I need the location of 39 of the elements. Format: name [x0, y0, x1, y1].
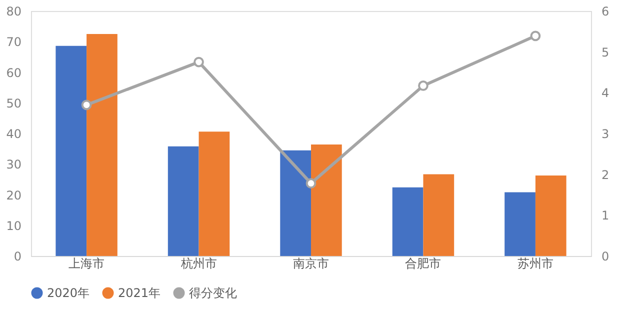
legend-label: 得分变化 [189, 286, 237, 300]
bar [535, 175, 566, 256]
y2-tick-label: 2 [602, 168, 610, 182]
y2-tick-label: 6 [602, 4, 610, 18]
point [81, 100, 92, 110]
y-tick-label: 0 [14, 250, 22, 264]
y-tick-label: 10 [6, 218, 22, 233]
y-tick-label: 20 [6, 188, 22, 202]
bar [423, 174, 454, 256]
y2-tick-label: 4 [602, 86, 610, 100]
legend-label: 2021年 [118, 286, 161, 300]
y-tick-label: 30 [6, 158, 22, 172]
legend-label: 2020年 [47, 286, 90, 300]
y-tick-label: 40 [6, 127, 22, 141]
y2-tick-label: 5 [602, 45, 610, 60]
x-tick-label: 合肥市 [405, 256, 442, 270]
point [194, 56, 204, 68]
y2-tick-label: 0 [602, 250, 610, 264]
y-tick-label: 50 [6, 96, 22, 110]
point [530, 30, 541, 42]
bar [504, 192, 536, 256]
x-tick-label: 上海市 [68, 256, 105, 270]
x-tick-label: 苏州市 [517, 256, 554, 270]
bar [86, 34, 118, 256]
x-tick-label: 南京市 [293, 256, 329, 270]
point [306, 178, 316, 188]
y-tick-label: 60 [6, 66, 22, 80]
point [418, 80, 428, 91]
y-tick-label: 70 [6, 35, 22, 50]
bar [311, 144, 342, 256]
bar [198, 132, 230, 256]
bar [392, 187, 424, 256]
bar [56, 46, 87, 256]
x-tick-label: 杭州市 [180, 256, 217, 270]
y-tick-label: 80 [6, 4, 22, 18]
bar [168, 146, 199, 256]
bar [280, 150, 311, 256]
y2-tick-label: 3 [602, 127, 610, 141]
y2-tick-label: 1 [602, 208, 610, 223]
